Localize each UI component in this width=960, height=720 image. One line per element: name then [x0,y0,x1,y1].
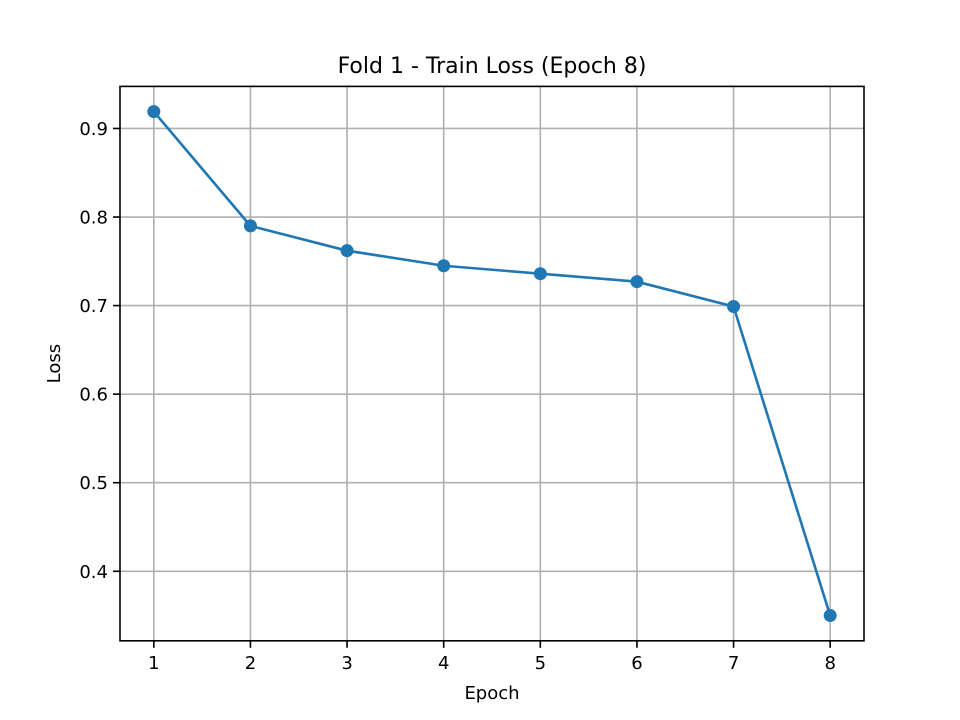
y-tick-label: 0.9 [79,119,108,140]
x-tick-label: 4 [438,653,449,674]
series-line [152,110,832,617]
y-tick-label: 0.5 [79,473,108,494]
x-tick-label: 6 [631,653,642,674]
plot-area-frame [119,85,865,642]
x-tick-label: 8 [824,653,835,674]
x-tick-label: 1 [148,653,159,674]
y-tick-label: 0.7 [79,296,108,317]
data-point [533,267,547,281]
data-point [147,105,161,119]
data-point [437,259,451,273]
x-axis: 1 2 3 4 5 6 7 8 [148,640,836,674]
data-point [727,299,741,313]
x-tick-label: 3 [341,653,352,674]
y-axis: 0.4 0.5 0.6 0.7 0.8 0.9 [79,119,120,583]
chart-title: Fold 1 - Train Loss (Epoch 8) [338,54,647,79]
y-tick-label: 0.4 [79,562,108,583]
y-axis-label: Loss [44,344,65,383]
data-point [823,609,837,623]
y-tick-label: 0.8 [79,208,108,229]
data-point [630,275,644,289]
y-tick-label: 0.6 [79,385,108,406]
grid [120,86,864,641]
series [147,105,837,623]
x-tick-label: 5 [535,653,546,674]
data-point [243,219,257,233]
x-tick-label: 7 [728,653,739,674]
data-point [340,244,354,258]
x-tick-label: 2 [245,653,256,674]
x-axis-label: Epoch [464,683,519,704]
